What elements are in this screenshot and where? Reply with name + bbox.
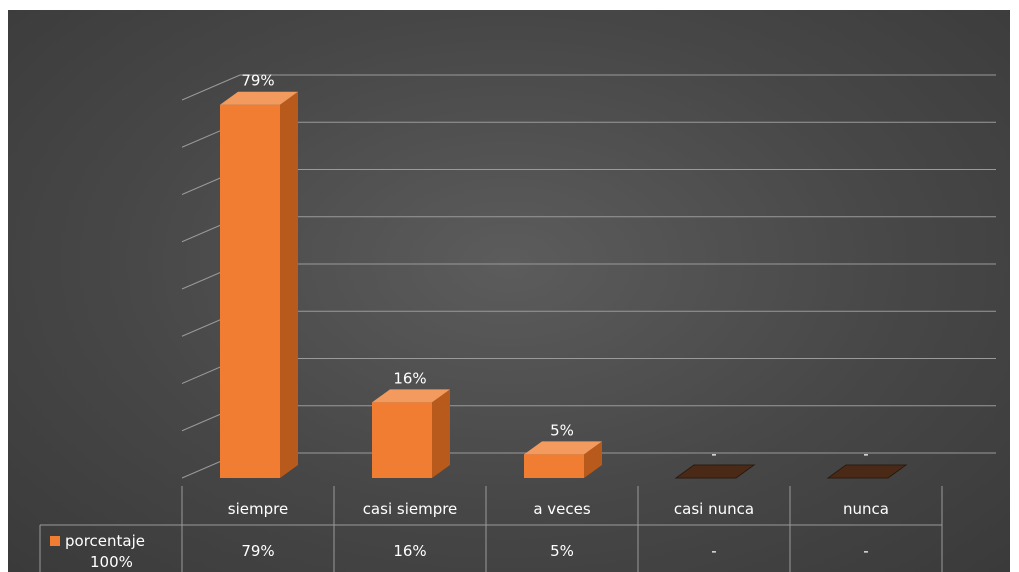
bar-side <box>584 441 602 478</box>
table-cell: 16% <box>393 542 426 560</box>
table-cell: 5% <box>550 542 574 560</box>
data-label: 16% <box>393 369 426 387</box>
depth-gridline <box>181 74 241 101</box>
data-label: - <box>711 445 716 463</box>
legend-key <box>50 536 60 546</box>
chart-area: 79% 16% 5% - - siempre 79% casi siempre 16% a vec… <box>8 10 1010 572</box>
table-cell: - <box>711 542 716 560</box>
bar-top <box>220 91 298 105</box>
bar-chart: 79% 16% 5% - - siempre 79% casi siempre 16% a vec… <box>39 72 996 572</box>
bar-zero <box>674 464 756 479</box>
legend-label: porcentaje <box>65 532 145 550</box>
data-label: 5% <box>550 421 574 439</box>
bar-top <box>524 441 602 455</box>
data-label: 79% <box>241 72 274 90</box>
x-tick-label: a veces <box>533 500 591 518</box>
bar-top <box>372 389 450 403</box>
x-tick-label: casi nunca <box>674 500 754 518</box>
table-cell: 79% <box>241 542 274 560</box>
bar-side <box>432 389 450 478</box>
x-tick-label: casi siempre <box>363 500 458 518</box>
table-cell: - <box>863 542 868 560</box>
legend-value: 100% <box>90 553 133 571</box>
bar-side <box>280 91 298 478</box>
bar <box>220 104 280 478</box>
x-tick-label: nunca <box>843 500 889 518</box>
data-label: - <box>863 445 868 463</box>
bar <box>524 454 584 478</box>
x-tick-label: siempre <box>228 500 288 518</box>
bar-zero <box>826 464 908 479</box>
bar <box>372 402 432 478</box>
